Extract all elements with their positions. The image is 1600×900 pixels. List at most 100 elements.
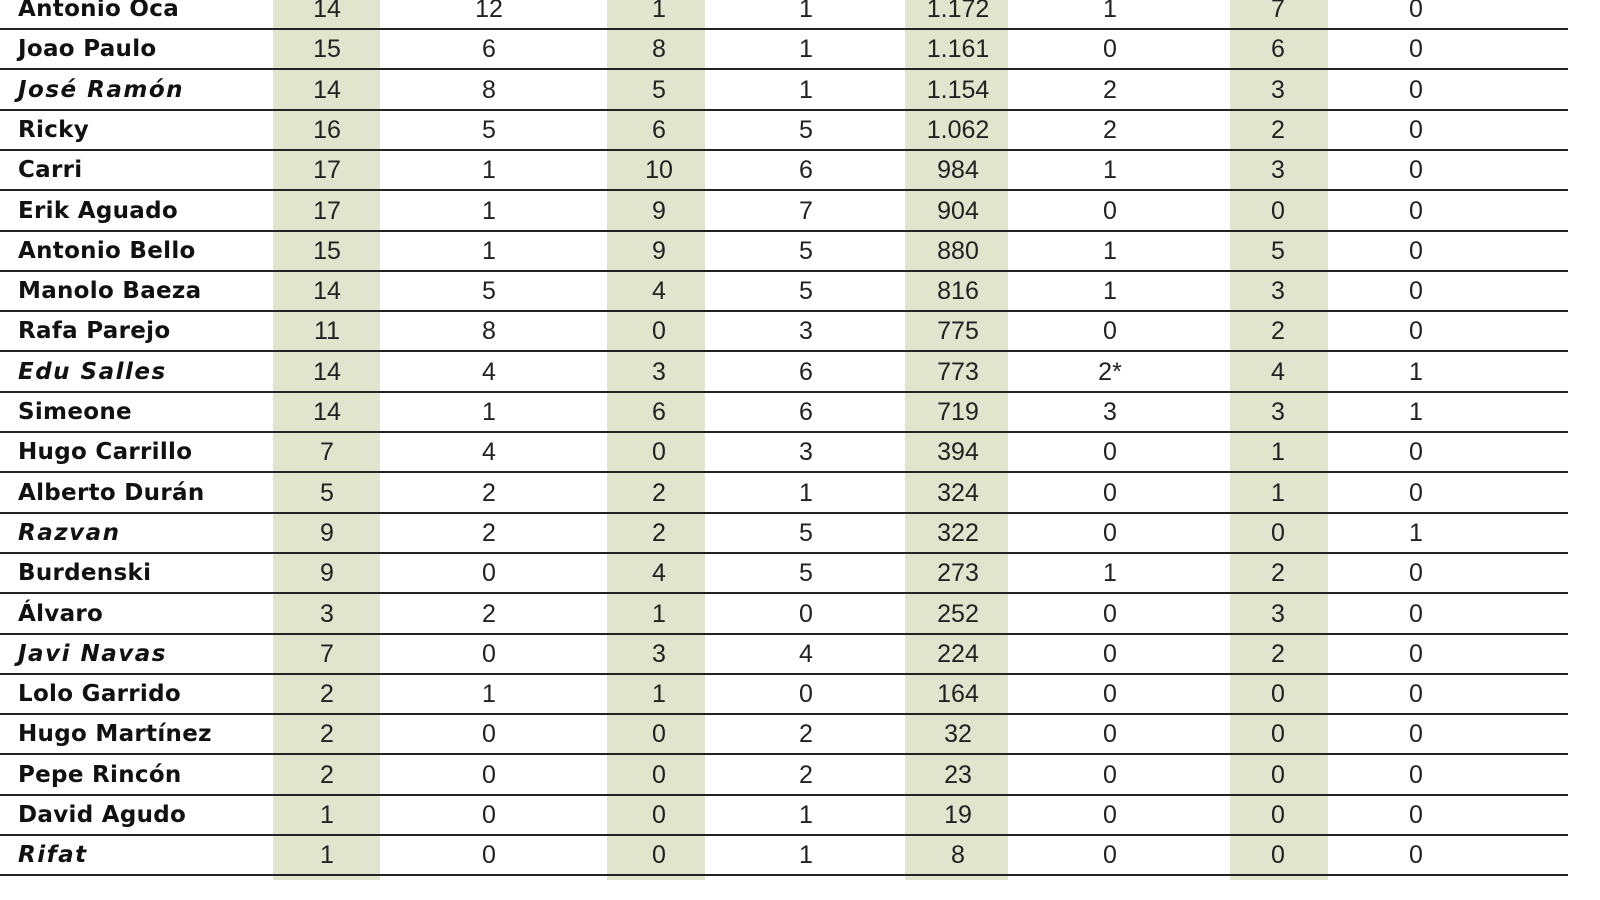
stat-cell: 11: [314, 317, 340, 346]
stat-cell: 4: [482, 438, 496, 467]
stat-cell: 0: [482, 801, 496, 829]
stat-cell: 2: [482, 599, 496, 628]
player-name: Ricky: [18, 116, 90, 143]
player-name: José Ramón: [18, 76, 185, 103]
stat-cell: 0: [1409, 680, 1423, 709]
stat-cell: 9: [652, 236, 666, 265]
table-row: Antonio Bello 15 1 9 5 880 1 5 0: [0, 232, 1568, 272]
player-name: David Agudo: [18, 802, 187, 828]
table-row: Alberto Durán 5 2 2 1 324 0 1 0: [0, 474, 1568, 514]
stat-cell: 4: [1271, 357, 1285, 386]
stat-cell: 0: [482, 559, 496, 588]
player-name: Alberto Durán: [18, 479, 205, 506]
table-row: Rafa Parejo 11 8 0 3 775 0 2 0: [0, 312, 1568, 353]
table-row: Javi Navas 7 0 3 4 224 0 2 0: [0, 635, 1568, 675]
stat-cell: 2: [482, 518, 496, 547]
stat-cell: 0: [1409, 599, 1423, 628]
stat-cell: 0: [1409, 0, 1423, 23]
stat-cell: 775: [937, 317, 979, 346]
stat-cell: 3: [652, 357, 666, 386]
stat-cell: 3: [799, 438, 813, 467]
stat-cell: 8: [951, 841, 965, 870]
stat-cell: 0: [799, 680, 813, 709]
stat-cell: 0: [1409, 236, 1423, 265]
table-row: Edu Salles 14 4 3 6 773 2* 4 1: [0, 353, 1568, 393]
stat-cell: 2: [652, 478, 666, 507]
stat-cell: 2: [799, 760, 813, 789]
stat-cell: 1.172: [926, 0, 990, 23]
stat-cell: 9: [320, 518, 334, 547]
player-name: Rafa Parejo: [18, 318, 171, 345]
stat-cell: 6: [652, 398, 666, 426]
stat-cell: 0: [1103, 801, 1117, 829]
stat-cell: 1.161: [926, 35, 990, 64]
column-shade: [273, 0, 380, 880]
player-name: Pepe Rincón: [18, 761, 182, 788]
table-row: Manolo Baeza 14 5 4 5 816 1 3 0: [0, 272, 1568, 313]
stat-cell: 273: [937, 559, 979, 588]
player-name: Rifat: [18, 842, 88, 869]
stat-cell: 3: [1271, 599, 1285, 628]
stat-cell: 0: [1409, 35, 1423, 64]
stat-cell: 0: [1409, 277, 1423, 306]
table-row: Ricky 16 5 6 5 1.062 2 2 0: [0, 111, 1568, 151]
stat-cell: 0: [652, 841, 666, 870]
stat-cell: 773: [937, 357, 979, 386]
stat-cell: 0: [1409, 196, 1423, 225]
stat-cell: 2: [1103, 75, 1117, 104]
table-row: Antonio Oca 14 12 1 1 1.172 1 7 0: [0, 0, 1568, 30]
stat-cell: 0: [652, 317, 666, 346]
stat-cell: 4: [652, 277, 666, 306]
stat-cell: 0: [1103, 196, 1117, 225]
stat-cell: 719: [937, 398, 979, 426]
stat-cell: 5: [482, 115, 496, 144]
stat-cell: 1: [482, 680, 496, 709]
stat-cell: 10: [645, 156, 673, 185]
stat-cell: 5: [799, 236, 813, 265]
player-name: Antonio Oca: [18, 0, 180, 22]
player-name: Joao Paulo: [18, 36, 157, 63]
stat-cell: 2: [320, 760, 334, 789]
stat-cell: 1: [482, 196, 496, 225]
stat-cell: 0: [1409, 75, 1423, 104]
table-row: José Ramón 14 8 5 1 1.154 2 3 0: [0, 71, 1568, 111]
player-name: Edu Salles: [18, 358, 167, 385]
stat-cell: 0: [1271, 196, 1285, 225]
stat-cell: 5: [320, 478, 334, 507]
column-shade: [1230, 0, 1328, 880]
player-name: Manolo Baeza: [18, 278, 202, 305]
stat-cell: 1: [1409, 398, 1423, 426]
stat-cell: 0: [1103, 720, 1117, 749]
stat-cell: 17: [313, 196, 341, 225]
stat-cell: 2: [1271, 559, 1285, 588]
stat-cell: 7: [799, 196, 813, 225]
stat-cell: 1: [799, 35, 813, 64]
stat-cell: 0: [1103, 317, 1117, 346]
stat-cell: 252: [937, 599, 979, 628]
stat-cell: 2*: [1098, 357, 1122, 386]
stat-cell: 1: [1271, 478, 1285, 507]
player-name: Burdenski: [18, 560, 152, 587]
stat-cell: 0: [1409, 639, 1423, 668]
stat-cell: 1: [1103, 156, 1117, 185]
column-shade: [607, 0, 705, 880]
stat-cell: 1: [1409, 357, 1423, 386]
stat-cell: 0: [482, 760, 496, 789]
stat-cell: 0: [1103, 760, 1117, 789]
stat-cell: 224: [937, 639, 979, 668]
stat-cell: 0: [1409, 478, 1423, 507]
player-name: Carri: [18, 157, 83, 184]
table-row: Lolo Garrido 2 1 1 0 164 0 0 0: [0, 675, 1568, 716]
player-name: Hugo Martínez: [18, 721, 212, 748]
stat-cell: 816: [937, 277, 979, 306]
stat-cell: 2: [799, 720, 813, 749]
table-row: Erik Aguado 17 1 9 7 904 0 0 0: [0, 192, 1568, 232]
stat-cell: 6: [652, 115, 666, 144]
stat-cell: 5: [482, 277, 496, 306]
stat-cell: 0: [1409, 841, 1423, 870]
player-name: Razvan: [18, 519, 121, 546]
stat-cell: 2: [320, 720, 334, 749]
stat-cell: 4: [652, 559, 666, 588]
stat-cell: 1: [799, 841, 813, 870]
